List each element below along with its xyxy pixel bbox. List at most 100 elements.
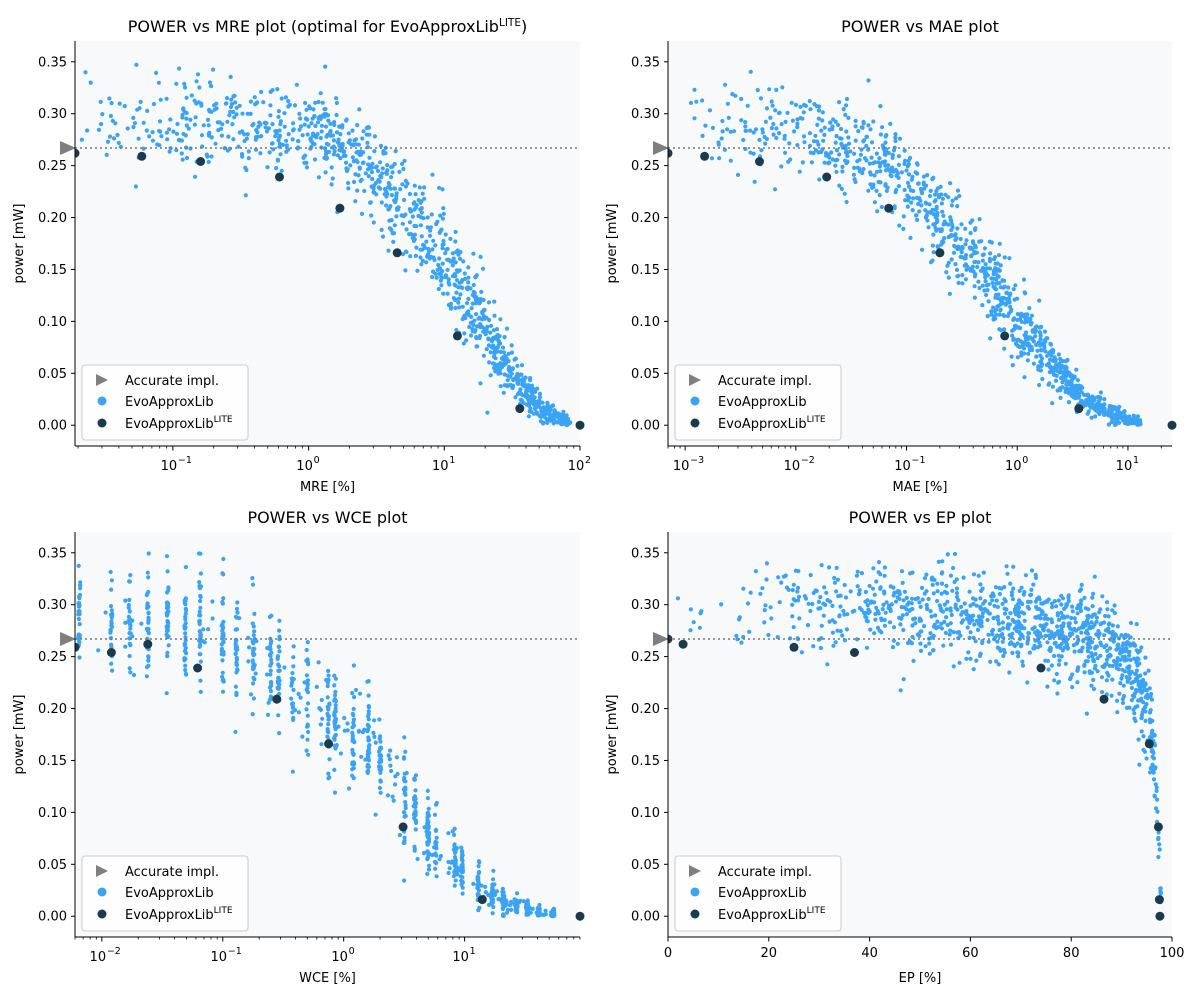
- evo-point: [252, 652, 257, 657]
- evo-point: [929, 614, 934, 619]
- evo-point: [269, 613, 274, 618]
- x-axis-label: EP [%]: [899, 971, 942, 986]
- evo-point: [1043, 349, 1048, 354]
- lite-point: [1155, 911, 1165, 921]
- evo-point: [952, 233, 958, 238]
- evo-point: [123, 620, 128, 625]
- evo-point: [726, 115, 731, 120]
- evo-point: [946, 195, 951, 200]
- evo-point: [1085, 631, 1091, 636]
- evo-point: [1134, 668, 1139, 673]
- evo-point: [866, 188, 871, 193]
- evo-point: [275, 87, 280, 92]
- evo-point: [1002, 346, 1007, 351]
- evo-point: [845, 612, 850, 617]
- evo-point: [963, 253, 969, 258]
- evo-point: [1086, 613, 1091, 618]
- evo-point: [974, 658, 979, 663]
- evo-point: [387, 757, 392, 762]
- evo-point: [150, 130, 155, 135]
- evo-point: [944, 615, 949, 620]
- evo-point: [1000, 626, 1006, 631]
- evo-point: [407, 207, 412, 212]
- evo-point: [816, 108, 822, 113]
- evo-point: [1153, 806, 1159, 811]
- evo-point: [434, 835, 439, 840]
- evo-point: [1091, 591, 1096, 597]
- evo-point: [434, 843, 439, 848]
- evo-point: [981, 570, 986, 575]
- evo-point: [291, 687, 296, 693]
- evo-point: [877, 156, 882, 161]
- evo-point: [1009, 590, 1015, 595]
- evo-point: [422, 243, 427, 248]
- legend-box: [674, 855, 842, 932]
- evo-point: [466, 265, 471, 270]
- evo-point: [741, 634, 746, 640]
- evo-point: [492, 299, 497, 304]
- evo-point: [945, 263, 950, 268]
- evo-point: [867, 161, 872, 166]
- evo-point: [403, 803, 408, 808]
- evo-point: [429, 212, 434, 217]
- evo-point: [898, 622, 903, 627]
- evo-point: [268, 672, 273, 677]
- evo-point: [460, 862, 465, 867]
- evo-point: [346, 186, 351, 191]
- evo-point: [76, 563, 81, 569]
- evo-point: [871, 119, 876, 124]
- evo-point: [365, 749, 370, 754]
- evo-point: [860, 170, 865, 176]
- evo-point: [333, 746, 338, 751]
- evo-point: [955, 204, 960, 209]
- evo-point: [418, 200, 423, 205]
- evo-point: [984, 292, 989, 298]
- evo-point: [330, 176, 335, 181]
- evo-point: [1042, 338, 1047, 343]
- evo-point: [158, 129, 163, 134]
- evo-point: [489, 323, 494, 328]
- evo-point: [935, 598, 940, 604]
- evo-point: [312, 157, 318, 162]
- evo-point: [501, 350, 506, 355]
- evo-point: [500, 913, 506, 919]
- evo-point: [751, 151, 756, 156]
- evo-point: [491, 888, 496, 893]
- evo-point: [1112, 603, 1117, 608]
- evo-point: [1121, 409, 1127, 415]
- evo-point: [384, 203, 389, 208]
- evo-point: [1042, 616, 1047, 621]
- evo-point: [436, 263, 441, 268]
- evo-point: [460, 879, 465, 884]
- evo-point: [456, 296, 462, 301]
- evo-point: [77, 601, 82, 606]
- evo-point: [848, 149, 853, 154]
- y-axis-label: power [mW]: [12, 695, 27, 775]
- evo-point: [266, 126, 272, 131]
- legend-lite-label: EvoApproxLibLITE: [125, 906, 233, 923]
- evo-point: [877, 628, 882, 633]
- evo-point: [818, 595, 823, 600]
- evo-point: [277, 133, 283, 138]
- x-axis-label: MRE [%]: [300, 480, 355, 495]
- evo-point: [955, 274, 960, 279]
- legend-accurate-label: Accurate impl.: [718, 865, 812, 880]
- lite-point: [668, 148, 673, 158]
- legend: Accurate impl.EvoApproxLibEvoApproxLibLI…: [674, 364, 842, 441]
- evo-point: [1070, 627, 1075, 632]
- evo-point: [887, 620, 893, 625]
- evo-point: [1000, 601, 1005, 606]
- evo-point: [1085, 641, 1090, 646]
- evo-point: [478, 254, 483, 259]
- lite-point: [75, 642, 80, 652]
- evo-point: [1013, 324, 1019, 329]
- evo-point: [947, 632, 952, 637]
- evo-point: [224, 96, 230, 101]
- evo-point: [240, 111, 245, 116]
- evo-point: [372, 718, 377, 723]
- evo-point: [1139, 715, 1144, 720]
- evo-point: [424, 239, 429, 244]
- evo-point: [1029, 568, 1035, 573]
- lite-point: [1154, 895, 1164, 905]
- evo-point: [1079, 630, 1084, 635]
